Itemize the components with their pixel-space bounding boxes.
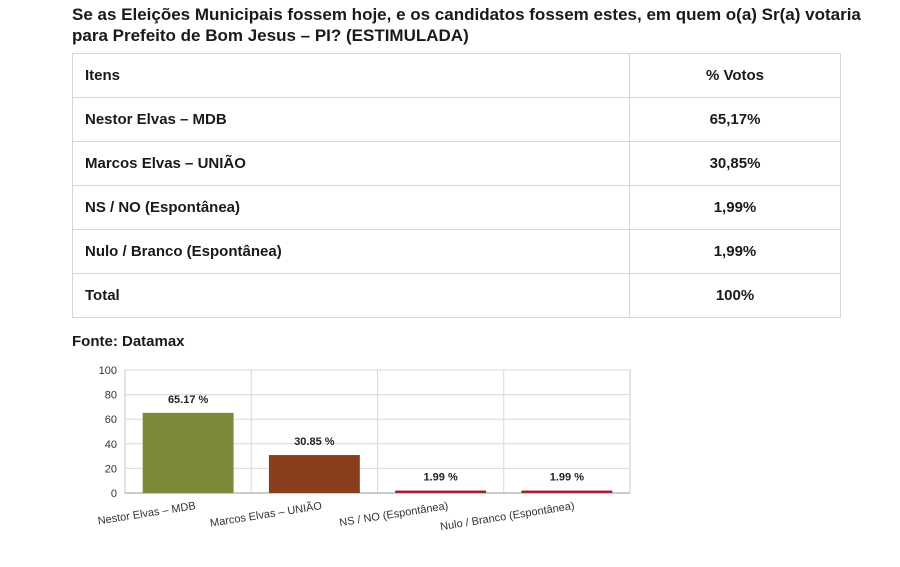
- header-itens: Itens: [72, 53, 630, 98]
- table-row: Nulo / Branco (Espontânea) 1,99%: [72, 229, 841, 274]
- y-tick-label: 0: [111, 488, 117, 500]
- bar: [521, 490, 613, 493]
- table-header-row: Itens % Votos: [72, 53, 841, 98]
- data-label: 1.99 %: [550, 472, 584, 484]
- data-label: 1.99 %: [424, 472, 458, 484]
- results-table: Itens % Votos Nestor Elvas – MDB 65,17% …: [72, 53, 841, 318]
- table-row: Marcos Elvas – UNIÃO 30,85%: [72, 141, 841, 186]
- row-item: Nulo / Branco (Espontânea): [72, 229, 630, 274]
- y-tick-label: 100: [99, 365, 117, 377]
- table-row: Nestor Elvas – MDB 65,17%: [72, 97, 841, 142]
- bar: [395, 490, 487, 493]
- y-tick-label: 40: [105, 439, 117, 451]
- bar-chart: 0 20 40 60 80 100 65.17 % Nestor Elvas – MDB 30.…: [97, 365, 631, 533]
- row-votes: 100%: [629, 273, 841, 318]
- chart-title: Se as Eleições Municipais fossem hoje, e…: [72, 5, 861, 45]
- row-item: Nestor Elvas – MDB: [72, 97, 630, 142]
- data-label: 65.17 %: [168, 394, 209, 406]
- row-item: Marcos Elvas – UNIÃO: [72, 141, 630, 186]
- x-tick-label: Nulo / Branco (Espontânea): [439, 500, 575, 533]
- row-votes: 1,99%: [629, 185, 841, 230]
- row-item: NS / NO (Espontânea): [72, 185, 630, 230]
- header-votos: % Votos: [629, 53, 841, 98]
- row-votes: 30,85%: [629, 141, 841, 186]
- source-label: Fonte: Datamax: [72, 333, 185, 350]
- row-item: Total: [72, 273, 630, 318]
- x-tick-label: NS / NO (Espontânea): [339, 500, 450, 529]
- row-votes: 65,17%: [629, 97, 841, 142]
- row-votes: 1,99%: [629, 229, 841, 274]
- bar: [268, 455, 360, 493]
- data-label: 30.85 %: [294, 436, 335, 448]
- table-row-total: Total 100%: [72, 273, 841, 318]
- x-tick-label: Marcos Elvas – UNIÃO: [209, 499, 323, 530]
- bar: [142, 412, 234, 493]
- table-row: NS / NO (Espontânea) 1,99%: [72, 185, 841, 230]
- x-tick-label: Nestor Elvas – MDB: [97, 500, 197, 527]
- y-tick-label: 60: [105, 414, 117, 426]
- y-tick-label: 80: [105, 390, 117, 402]
- y-tick-label: 20: [105, 463, 117, 475]
